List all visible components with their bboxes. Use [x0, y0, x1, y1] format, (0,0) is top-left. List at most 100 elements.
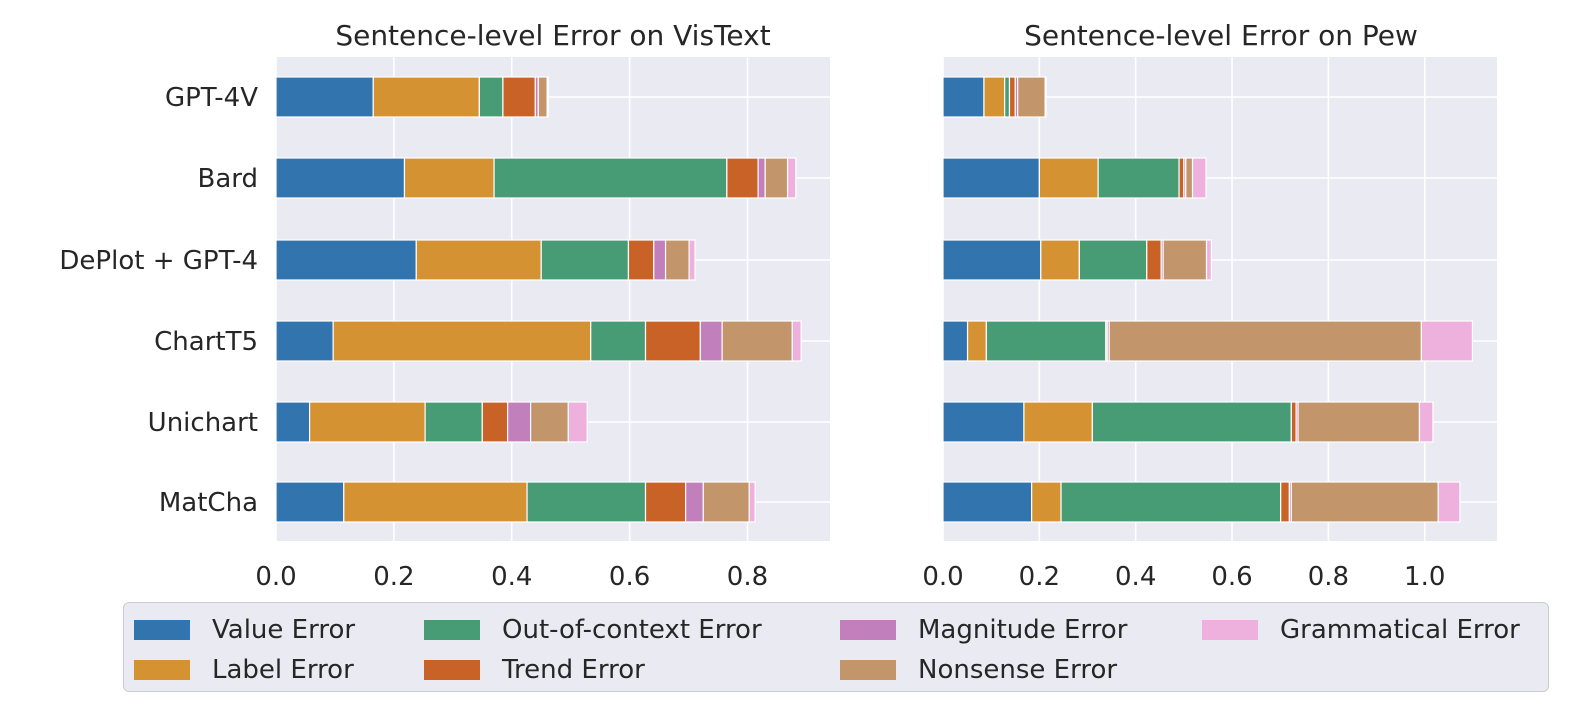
legend-label-trend-error: Trend Error: [502, 655, 645, 685]
bar-label-error-unichart: [308, 401, 426, 443]
bar-label-error-gpt-4v: [372, 76, 480, 118]
bar-value-error-bard: [942, 157, 1040, 199]
bar-magnitude-error-deplot-gpt-4: [653, 239, 667, 281]
legend-item-out-of-context-error: Out-of-context Error: [424, 613, 762, 647]
bar-trend-error-unichart: [1290, 401, 1297, 443]
legend-item-label-error: Label Error: [134, 653, 354, 687]
bar-trend-error-deplot-gpt-4: [1146, 239, 1162, 281]
bar-value-error-gpt-4v: [275, 76, 374, 118]
bar-value-error-chartt5: [942, 320, 969, 362]
bar-trend-error-gpt-4v: [1008, 76, 1016, 118]
bar-out-of-context-error-matcha: [526, 481, 647, 523]
legend-label-magnitude-error: Magnitude Error: [918, 615, 1128, 645]
bar-value-error-matcha: [942, 481, 1033, 523]
bar-value-error-deplot-gpt-4: [275, 239, 417, 281]
legend-item-grammatical-error: Grammatical Error: [1202, 613, 1520, 647]
bar-grammatical-error-chartt5: [1420, 320, 1474, 362]
bar-magnitude-error-matcha: [685, 481, 704, 523]
bar-grammatical-error-unichart: [567, 401, 588, 443]
bar-label-error-chartt5: [332, 320, 592, 362]
bar-value-error-gpt-4v: [942, 76, 985, 118]
legend-label-nonsense-error: Nonsense Error: [918, 655, 1118, 685]
bar-out-of-context-error-bard: [493, 157, 728, 199]
x-tick-label: 0.6: [609, 562, 650, 592]
bar-value-error-chartt5: [275, 320, 334, 362]
legend: Value Error Label Error Out-of-context E…: [123, 602, 1549, 692]
bar-magnitude-error-chartt5: [699, 320, 723, 362]
x-tick-label: 1.0: [1404, 562, 1445, 592]
legend-swatch-grammatical-error: [1202, 620, 1258, 640]
plot-area: [943, 57, 1497, 541]
bar-trend-error-matcha: [1280, 481, 1290, 523]
bar-nonsense-error-gpt-4v: [537, 76, 548, 118]
bar-nonsense-error-unichart: [530, 401, 569, 443]
y-tick-label: DePlot + GPT-4: [59, 246, 258, 276]
bar-grammatical-error-gpt-4v: [546, 76, 549, 118]
chart-panel-1: 0.0 0.2 0.4 0.6 0.8 GPT-4V Bard DePlot + GPT-4 C…: [59, 19, 830, 592]
x-tick-label: 0.0: [255, 562, 296, 592]
bar-out-of-context-error-gpt-4v: [478, 76, 504, 118]
bar-grammatical-error-deplot-gpt-4: [688, 239, 696, 281]
legend-item-value-error: Value Error: [134, 613, 355, 647]
bar-nonsense-error-chartt5: [721, 320, 793, 362]
bar-value-error-matcha: [275, 481, 345, 523]
bar-grammatical-error-matcha: [748, 481, 756, 523]
bar-out-of-context-error-gpt-4v: [1004, 76, 1011, 118]
chart-title: Sentence-level Error on Pew: [1024, 19, 1418, 52]
legend-swatch-label-error: [134, 660, 190, 680]
bar-grammatical-error-matcha: [1437, 481, 1461, 523]
bar-out-of-context-error-chartt5: [985, 320, 1107, 362]
y-tick-label: MatCha: [159, 488, 258, 518]
bar-label-error-deplot-gpt-4: [1040, 239, 1080, 281]
bar-magnitude-error-unichart: [507, 401, 532, 443]
bar-nonsense-error-gpt-4v: [1017, 76, 1046, 118]
bar-trend-error-deplot-gpt-4: [627, 239, 655, 281]
chart-panel-2: 0.0 0.2 0.4 0.6 0.8 1.0 Sentence-level Error o…: [922, 19, 1497, 592]
x-tick-label: 0.4: [1115, 562, 1156, 592]
bar-label-error-matcha: [343, 481, 528, 523]
bar-value-error-unichart: [275, 401, 311, 443]
bar-grammatical-error-bard: [1191, 157, 1207, 199]
legend-swatch-value-error: [134, 620, 190, 640]
bar-trend-error-bard: [1178, 157, 1185, 199]
legend-label-value-error: Value Error: [212, 615, 356, 645]
bar-trend-error-gpt-4v: [502, 76, 536, 118]
y-tick-label: Bard: [197, 164, 258, 194]
bar-grammatical-error-chartt5: [791, 320, 802, 362]
legend-swatch-magnitude-error: [840, 620, 896, 640]
bar-magnitude-error-bard: [757, 157, 766, 199]
bar-label-error-matcha: [1031, 481, 1062, 523]
x-tick-label: 0.2: [1019, 562, 1060, 592]
y-tick-label: ChartT5: [154, 327, 258, 357]
plot-area: [276, 57, 830, 541]
bar-trend-error-chartt5: [644, 320, 701, 362]
bar-label-error-deplot-gpt-4: [415, 239, 542, 281]
bar-trend-error-matcha: [644, 481, 687, 523]
legend-swatch-out-of-context-error: [424, 620, 480, 640]
legend-swatch-nonsense-error: [840, 660, 896, 680]
y-tick-label: Unichart: [148, 408, 258, 438]
bar-grammatical-error-gpt-4v: [1044, 76, 1047, 118]
x-tick-label: 0.2: [373, 562, 414, 592]
legend-item-trend-error: Trend Error: [424, 653, 645, 687]
bar-out-of-context-error-matcha: [1060, 481, 1282, 523]
bar-out-of-context-error-deplot-gpt-4: [1078, 239, 1148, 281]
bar-value-error-unichart: [942, 401, 1025, 443]
bar-trend-error-bard: [726, 157, 759, 199]
bar-nonsense-error-unichart: [1297, 401, 1421, 443]
bar-nonsense-error-matcha: [1290, 481, 1439, 523]
bar-out-of-context-error-unichart: [424, 401, 483, 443]
bar-nonsense-error-chartt5: [1108, 320, 1422, 362]
bar-trend-error-unichart: [481, 401, 509, 443]
bar-value-error-deplot-gpt-4: [942, 239, 1042, 281]
legend-item-nonsense-error: Nonsense Error: [840, 653, 1117, 687]
legend-label-label-error: Label Error: [212, 655, 354, 685]
bar-label-error-unichart: [1023, 401, 1093, 443]
bar-nonsense-error-deplot-gpt-4: [664, 239, 690, 281]
bar-out-of-context-error-unichart: [1091, 401, 1292, 443]
x-tick-label: 0.8: [1308, 562, 1349, 592]
bar-nonsense-error-matcha: [702, 481, 750, 523]
bar-nonsense-error-bard: [764, 157, 789, 199]
legend-swatch-trend-error: [424, 660, 480, 680]
